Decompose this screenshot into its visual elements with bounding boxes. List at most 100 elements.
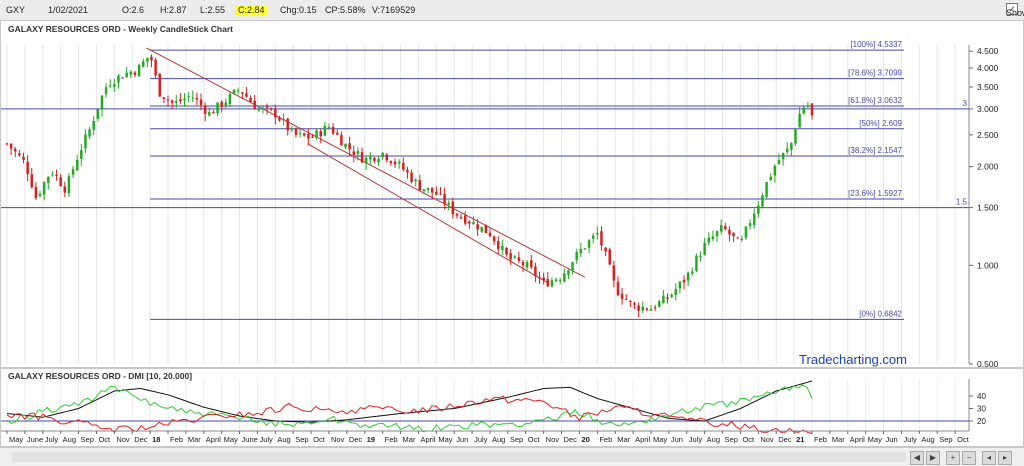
zoom-in-icon[interactable]: + xyxy=(946,451,960,465)
candle-body xyxy=(113,84,116,87)
candle-body xyxy=(265,106,269,108)
x-tick-label: Nov xyxy=(116,435,130,444)
scroll-right-icon[interactable]: ▶ xyxy=(926,451,940,465)
horizontal-level-label: 1.5 xyxy=(956,198,968,207)
candle-body xyxy=(269,108,273,110)
candle-body xyxy=(567,270,570,275)
candle-body xyxy=(600,231,603,246)
candle-body xyxy=(42,182,46,195)
x-tick-label: Feb xyxy=(385,435,398,444)
candle-body xyxy=(447,202,450,205)
candle-body xyxy=(719,225,723,232)
step-back-icon[interactable]: ◂ xyxy=(982,451,996,465)
candle-body xyxy=(51,174,54,176)
candle-body xyxy=(236,90,240,92)
x-tick-label: Aug xyxy=(921,435,934,444)
x-tick-label: Oct xyxy=(742,435,755,444)
candle-body xyxy=(752,213,756,226)
x-tick-label: April xyxy=(206,435,221,444)
candle-body xyxy=(662,295,665,304)
show-last-toggle[interactable]: ✓ Show Last xyxy=(1006,3,1024,18)
x-tick-label: May xyxy=(653,435,667,444)
candle-body xyxy=(369,156,372,160)
candle-body xyxy=(59,177,62,187)
candle-body xyxy=(302,133,306,136)
candle-body xyxy=(47,176,50,183)
candle-body xyxy=(137,64,141,77)
fib-level-label: [78.6%] 3.7099 xyxy=(848,69,902,78)
price-chart[interactable]: 0.500 1.000 1.500 2.000 2.500 3.000 3.500 4.000… xyxy=(1,21,1023,367)
candle-body xyxy=(88,129,91,137)
show-last-checkbox[interactable]: ✓ xyxy=(1006,3,1018,15)
candle-body xyxy=(220,101,223,107)
candle-body xyxy=(274,108,277,118)
y-tick-label: 3.500 xyxy=(977,82,999,92)
candle-body xyxy=(509,253,512,260)
dmi-chart-title: GALAXY RESOURCES ORD - DMI [10, 20.000] xyxy=(8,371,193,381)
x-tick-label: 19 xyxy=(367,435,375,444)
quote-bar: GXY 1/02/2021 O:2.6 H:2.87 L:2.55 C:2.84… xyxy=(0,0,1024,21)
candle-body xyxy=(781,152,785,160)
candle-body xyxy=(38,193,42,197)
candle-body xyxy=(430,187,434,193)
candle-body xyxy=(678,281,682,289)
candle-body xyxy=(699,255,702,257)
x-tick-label: Jun xyxy=(456,435,468,444)
candle-body xyxy=(463,215,467,224)
candle-body xyxy=(653,307,657,309)
candle-body xyxy=(294,128,298,135)
x-tick-label: Aug xyxy=(63,435,76,444)
x-tick-label: Oct xyxy=(957,435,970,444)
candle-body xyxy=(666,297,669,299)
candle-body xyxy=(356,151,360,154)
candle-body xyxy=(534,266,537,277)
candle-body xyxy=(373,157,376,162)
y-tick-label: 1.000 xyxy=(977,260,999,270)
scrollbar-track[interactable] xyxy=(12,452,906,462)
close-label: C:2.84 xyxy=(236,5,267,15)
high-label: H:2.87 xyxy=(160,5,187,15)
candle-body xyxy=(757,205,760,214)
zoom-out-icon[interactable]: − xyxy=(962,451,976,465)
candle-body xyxy=(410,172,413,183)
candle-body xyxy=(298,132,302,134)
x-tick-label: Jun xyxy=(671,435,683,444)
candle-body xyxy=(311,136,314,138)
candle-body xyxy=(451,201,455,215)
candle-body xyxy=(637,305,640,311)
candle-body xyxy=(55,174,58,177)
x-tick-label: Aug xyxy=(277,435,290,444)
candle-body xyxy=(381,152,384,158)
candle-body xyxy=(435,191,438,195)
x-tick-label: Nov xyxy=(331,435,345,444)
x-tick-label: Sep xyxy=(81,435,94,444)
candle-body xyxy=(389,161,393,164)
step-forward-icon[interactable]: ▸ xyxy=(998,451,1012,465)
price-chart-title: GALAXY RESOURCES ORD - Weekly CandleStic… xyxy=(8,24,233,34)
candle-body xyxy=(175,101,178,103)
candle-body xyxy=(670,294,673,297)
x-tick-label: June xyxy=(27,435,43,444)
dmi-plus-di-line xyxy=(6,384,813,433)
fib-level-label: [0%] 0.6842 xyxy=(859,309,902,318)
candle-body xyxy=(290,128,294,130)
candle-body xyxy=(331,126,335,134)
candle-body xyxy=(228,93,232,104)
candle-body xyxy=(538,277,541,279)
horizontal-scrollbar[interactable]: ◀ ▶ + − ◂ ▸ xyxy=(0,447,1024,466)
scroll-left-icon[interactable]: ◀ xyxy=(910,451,924,465)
x-tick-label: Aug xyxy=(492,435,505,444)
candle-body xyxy=(14,148,17,152)
candle-body xyxy=(18,153,21,156)
x-tick-label: Jun xyxy=(886,435,898,444)
candle-body xyxy=(323,125,327,136)
x-tick-label: Sep xyxy=(725,435,738,444)
candle-body xyxy=(591,235,595,239)
candle-body xyxy=(104,87,108,95)
fib-level-label: [50%] 2.609 xyxy=(859,119,902,128)
candle-body xyxy=(571,262,574,271)
candle-body xyxy=(414,179,417,182)
x-tick-label: Dec xyxy=(349,435,363,444)
x-tick-label: Mar xyxy=(617,435,630,444)
